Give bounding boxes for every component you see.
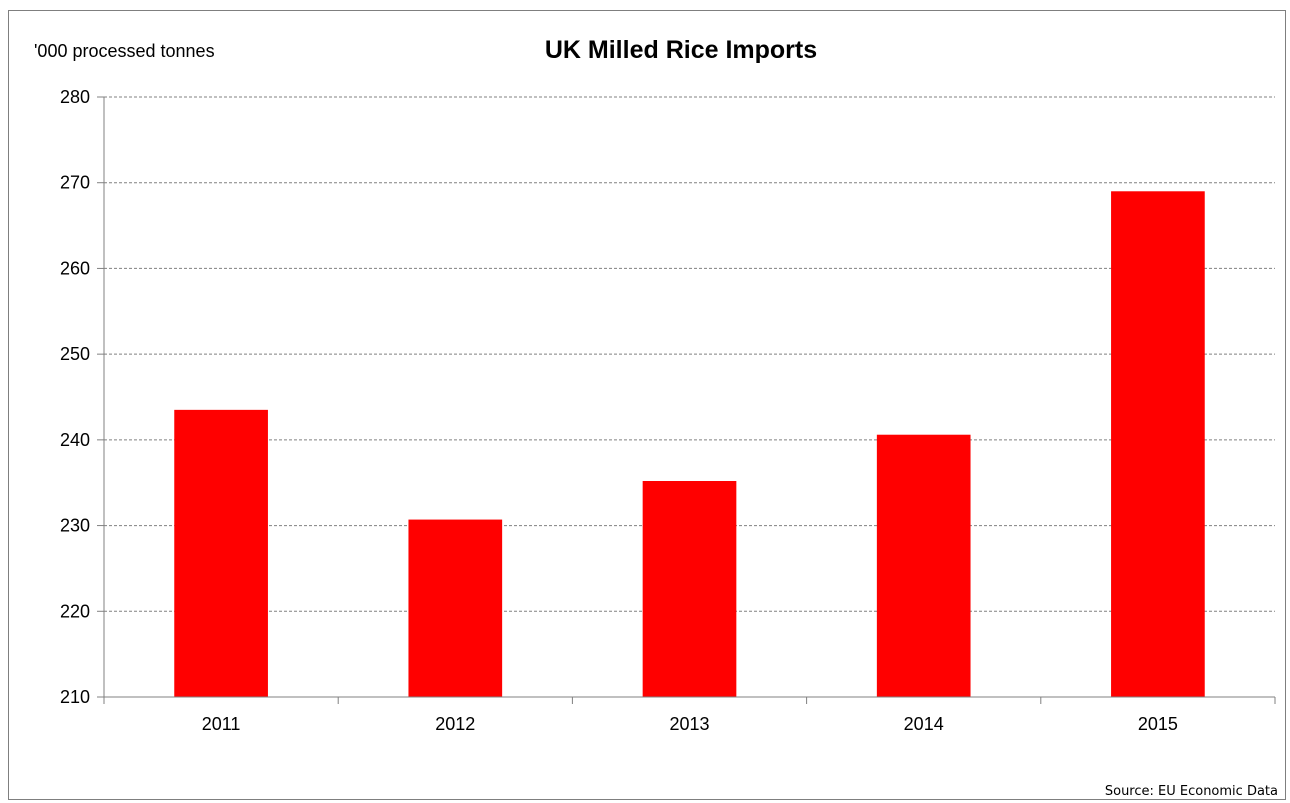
y-axis-label: '000 processed tonnes	[34, 41, 215, 61]
x-tick-label: 2012	[435, 714, 475, 734]
y-tick-label: 240	[60, 430, 90, 450]
bar-2011	[174, 409, 268, 697]
y-tick-label: 270	[60, 173, 90, 193]
bar-2015	[1111, 191, 1205, 698]
x-tick-labels: 2011 2012 2013 2014 2015	[202, 714, 1178, 734]
bar-2013	[642, 481, 737, 697]
y-tick-label: 280	[60, 87, 90, 107]
y-tick-label: 250	[60, 344, 90, 364]
y-tick-label: 260	[60, 258, 90, 278]
x-tick-label: 2014	[904, 714, 944, 734]
y-tick-label: 230	[60, 516, 90, 536]
bar-2012	[408, 519, 503, 697]
bar-2014	[876, 434, 971, 697]
bars	[174, 191, 1205, 698]
y-tick-label: 220	[60, 601, 90, 621]
gridlines	[104, 96, 1275, 612]
source-note: Source: EU Economic Data	[1105, 784, 1278, 799]
y-tick-labels: 210 220 230 240 250 260 270 280	[60, 87, 90, 707]
axes	[97, 96, 1276, 704]
y-tick-label: 210	[60, 687, 90, 707]
x-tick-label: 2013	[669, 714, 709, 734]
x-tick-label: 2011	[202, 714, 241, 734]
chart-title: UK Milled Rice Imports	[545, 36, 817, 64]
x-tick-label: 2015	[1138, 714, 1178, 734]
